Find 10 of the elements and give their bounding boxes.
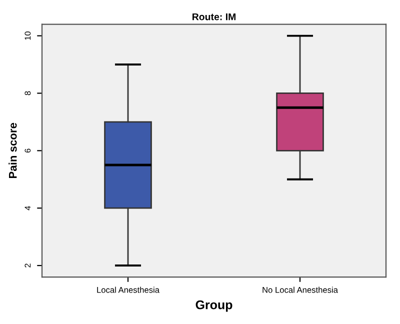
x-tick-label: Local Anesthesia bbox=[97, 286, 160, 293]
x-tick-label: No Local Anesthesia bbox=[262, 286, 338, 293]
x-axis-title: Group bbox=[196, 300, 232, 312]
y-tick-label: 2 bbox=[24, 264, 31, 268]
y-tick-label: 4 bbox=[24, 206, 31, 210]
y-tick-label: 6 bbox=[24, 148, 31, 153]
y-tick-label: 8 bbox=[24, 91, 31, 96]
y-tick-label: 10 bbox=[24, 31, 31, 40]
y-axis-title: Pain score bbox=[8, 122, 17, 178]
chart-title: Route: IM bbox=[192, 13, 236, 20]
